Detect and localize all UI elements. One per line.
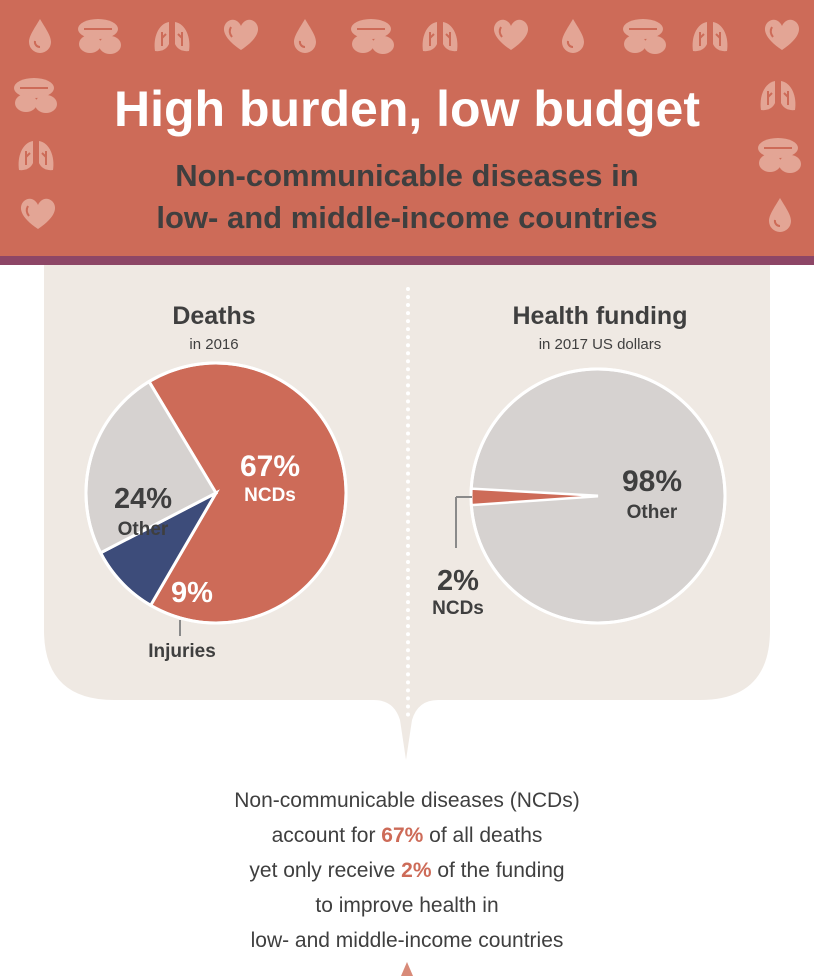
summary-text: Non-communicable diseases (NCDs) account… bbox=[0, 783, 814, 958]
pie-outline bbox=[84, 361, 348, 625]
other-deaths-category-label: Other bbox=[118, 519, 169, 540]
lungs-icon bbox=[422, 22, 458, 52]
lungs-icon bbox=[154, 22, 190, 52]
subtitle-line-2: low- and middle-income countries bbox=[156, 200, 658, 235]
summary-line-4: to improve health in bbox=[315, 894, 499, 917]
page-subtitle: Non-communicable diseases in low- and mi… bbox=[0, 155, 814, 239]
ncd-deaths-percent-label: 67% bbox=[240, 450, 300, 483]
funding-chart-subtitle: in 2017 US dollars bbox=[538, 336, 662, 353]
injuries-category-label: Injuries bbox=[148, 641, 216, 662]
heart-icon bbox=[20, 198, 56, 229]
ncd-funding-percent-label: 2% bbox=[437, 565, 479, 597]
down-arrow-icon bbox=[401, 962, 413, 976]
pills-icon bbox=[623, 19, 666, 54]
heart-icon bbox=[764, 19, 800, 50]
pills-icon bbox=[758, 138, 801, 173]
blood-drop-icon bbox=[294, 19, 316, 53]
funding-highlight: 2% bbox=[401, 859, 432, 882]
lungs-icon bbox=[18, 141, 54, 171]
other-funding-category-label: Other bbox=[627, 502, 678, 523]
injuries-deaths-percent-label: 9% bbox=[171, 577, 213, 609]
other-funding-percent-label: 98% bbox=[622, 465, 682, 498]
lungs-icon bbox=[760, 81, 796, 111]
pills-icon bbox=[78, 19, 121, 54]
heart-icon bbox=[223, 19, 259, 50]
deaths-chart-title: Deaths bbox=[172, 302, 256, 330]
page-title: High burden, low budget bbox=[113, 81, 701, 137]
pills-icon bbox=[351, 19, 394, 54]
panel-divider bbox=[406, 287, 410, 717]
heart-icon bbox=[493, 19, 529, 50]
ncd-funding-category-label: NCDs bbox=[432, 598, 484, 619]
blood-drop-icon bbox=[562, 19, 584, 53]
blood-drop-icon bbox=[29, 19, 51, 53]
deaths-highlight: 67% bbox=[381, 824, 424, 847]
subtitle-line-1: Non-communicable diseases in bbox=[175, 158, 639, 193]
other-deaths-percent-label: 24% bbox=[114, 483, 172, 515]
blood-drop-icon bbox=[769, 198, 791, 232]
icon-pattern bbox=[14, 19, 801, 232]
summary-line-2: account for 67% of all deaths bbox=[271, 824, 543, 847]
header-banner: High burden, low budget Non-communicable… bbox=[0, 0, 814, 256]
banner-stripe bbox=[0, 256, 814, 265]
funding-chart-title: Health funding bbox=[512, 302, 688, 330]
ncd-deaths-category-label: NCDs bbox=[244, 485, 296, 506]
pills-icon bbox=[14, 78, 57, 113]
summary-line-3: yet only receive 2% of the funding bbox=[249, 859, 565, 882]
lungs-icon bbox=[692, 22, 728, 52]
funding-pie bbox=[469, 367, 727, 625]
deaths-pie bbox=[84, 361, 348, 625]
summary-line-1: Non-communicable diseases (NCDs) bbox=[234, 789, 580, 812]
deaths-chart-subtitle: in 2016 bbox=[189, 336, 239, 353]
summary-line-5: low- and middle-income countries bbox=[250, 929, 564, 952]
